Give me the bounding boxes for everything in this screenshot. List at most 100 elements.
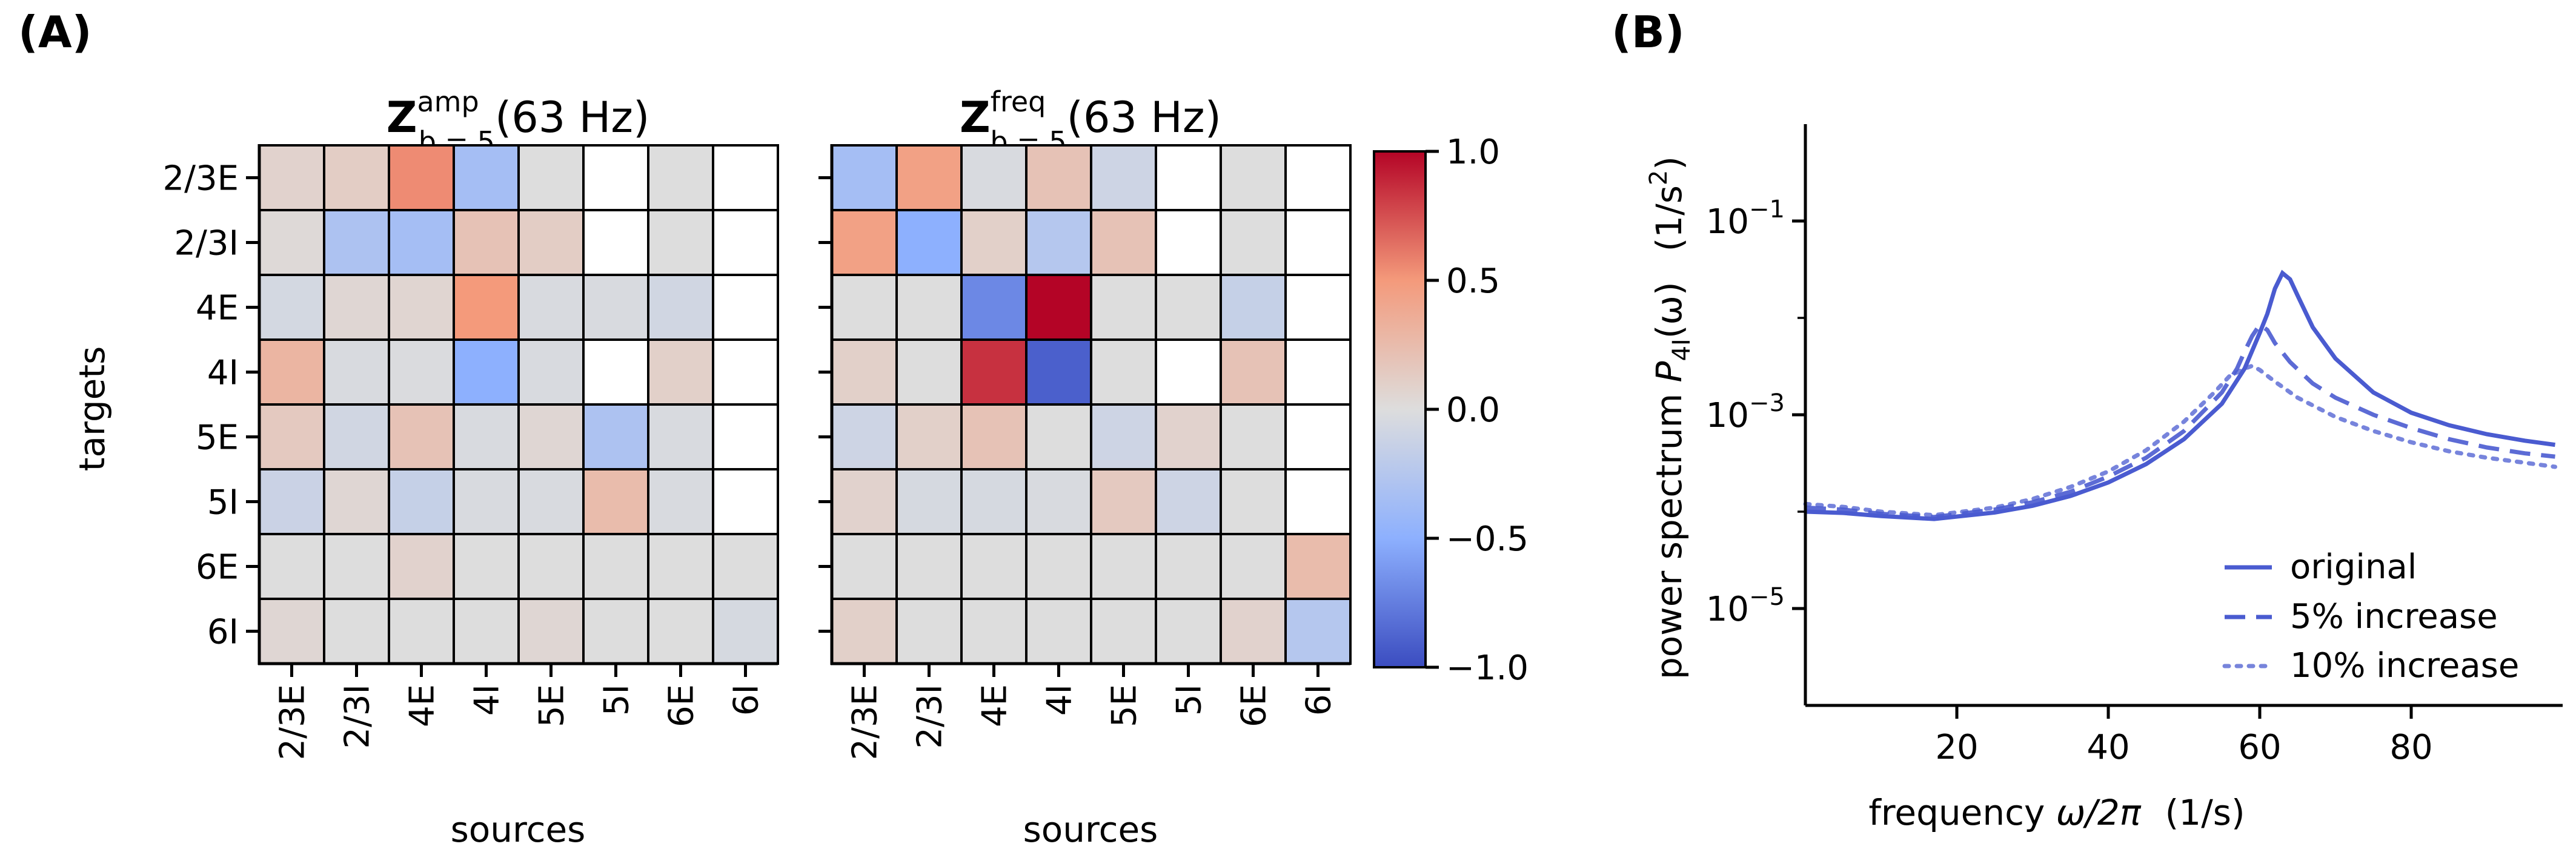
heatmap-cell [1220, 468, 1287, 535]
heatmap-cell [453, 468, 520, 535]
heatmap-cell [388, 403, 455, 470]
x-tick-label: 2/3I [338, 684, 377, 749]
heatmap-cell [895, 338, 963, 406]
y-tick-label: 2/3E [162, 159, 239, 199]
heatmap-cell [582, 598, 649, 665]
heatmap-cell [453, 598, 520, 665]
power-spectrum-ylabel: power spectrum P4I(ω)(1/s2) [1645, 156, 1696, 679]
heatmap-cell [1090, 274, 1157, 341]
heatmap-cell [1155, 209, 1222, 276]
heatmap-cell [831, 144, 898, 211]
heatmap-cell [323, 209, 390, 276]
heatmap-cell [258, 209, 325, 276]
heatmap-cell [960, 144, 1027, 211]
heatmap-cell [960, 403, 1027, 470]
heatmap-cell [1090, 209, 1157, 276]
heatmap-cell [712, 598, 779, 665]
heatmap-cell [647, 533, 714, 600]
heatmap-cell [831, 338, 898, 406]
x-tick-label: 40 [2086, 728, 2130, 767]
heatmap-cell [960, 533, 1027, 600]
heatmap-cell [582, 468, 649, 535]
heatmap-cell [960, 468, 1027, 535]
power-spectrum-lines [1803, 269, 2557, 521]
heatmap-cell [1025, 533, 1092, 600]
heatmap-cell [1090, 144, 1157, 211]
heatmap-cell [712, 338, 779, 406]
heatmap-cell [323, 144, 390, 211]
heatmap-cell [1155, 533, 1222, 600]
x-tick-label: 2/3E [273, 684, 313, 761]
heatmap-cell [1220, 533, 1287, 600]
y-tick-label: 5E [196, 418, 239, 458]
y-tick-label: 5I [207, 483, 239, 523]
heatmap-amp-ylabel: targets [71, 346, 113, 472]
colorbar-gradient [1373, 150, 1427, 668]
heatmap-amp-xlabel: sources [451, 809, 586, 850]
heatmap-freq-cells [830, 144, 1352, 665]
x-tick-label: 5E [1105, 684, 1144, 727]
colorbar-tick-label: 0.5 [1446, 262, 1500, 301]
heatmap-cell [895, 403, 963, 470]
heatmap-cell [517, 144, 585, 211]
heatmap-cell [453, 274, 520, 341]
colorbar-tick-label: 1.0 [1446, 133, 1500, 172]
heatmap-freq-x-ticks: 2/3E 2/3I 4E 4I 5E 5I 6E 6I [846, 664, 1339, 761]
heatmap-cell [831, 533, 898, 600]
heatmap-cell [1090, 338, 1157, 406]
heatmap-cell [517, 533, 585, 600]
y-tick-label: 6I [207, 613, 239, 652]
heatmap-cell [1284, 274, 1352, 341]
heatmap-cell [517, 338, 585, 406]
heatmap-cell [582, 533, 649, 600]
legend-entry-label: 10% increase [2290, 646, 2519, 685]
series-line [1805, 269, 2555, 521]
y-tick-label: 10−5 [1706, 583, 1785, 629]
colorbar-ticks: 1.0 0.5 0.0 −0.5 −1.0 [1426, 133, 1529, 688]
x-tick-label: 20 [1935, 728, 1978, 767]
heatmap-amp-cells [257, 144, 779, 665]
heatmap-cell [712, 274, 779, 341]
heatmap-cell [831, 403, 898, 470]
heatmap-cell [1155, 144, 1222, 211]
heatmap-cell [517, 403, 585, 470]
heatmap-cell [647, 144, 714, 211]
heatmap-cell [712, 403, 779, 470]
heatmap-cell [647, 274, 714, 341]
heatmap-cell [517, 209, 585, 276]
heatmap-cell [388, 468, 455, 535]
heatmap-cell [517, 274, 585, 341]
colorbar-tick-label: 0.0 [1446, 391, 1500, 430]
heatmap-cell [1155, 598, 1222, 665]
power-spectrum-xlabel: frequency ω/2π (1/s) [1868, 792, 2245, 833]
heatmap-cell [453, 209, 520, 276]
heatmap-cell [1155, 403, 1222, 470]
legend-entry-label: 5% increase [2290, 597, 2498, 636]
heatmap-cell [1025, 144, 1092, 211]
heatmap-cell [1025, 468, 1092, 535]
heatmap-cell [258, 338, 325, 406]
heatmap-cell [895, 144, 963, 211]
y-tick-label: 6E [196, 548, 239, 587]
heatmap-cell [647, 598, 714, 665]
y-tick-label: 10−3 [1706, 389, 1785, 435]
heatmap-cell [388, 274, 455, 341]
heatmap-cell [258, 403, 325, 470]
heatmap-cell [895, 598, 963, 665]
heatmap-cell [388, 533, 455, 600]
power-spectrum-y-ticks: 10−1 10−3 10−5 [1706, 196, 1805, 629]
heatmap-cell [647, 403, 714, 470]
x-tick-label: 6I [727, 684, 766, 716]
heatmap-cell [831, 598, 898, 665]
heatmap-cell [1284, 533, 1352, 600]
heatmap-cell [647, 468, 714, 535]
heatmap-cell [582, 338, 649, 406]
colorbar-tick-label: −0.5 [1446, 520, 1529, 559]
heatmap-cell [1284, 144, 1352, 211]
heatmap-cell [895, 468, 963, 535]
heatmap-cell [712, 209, 779, 276]
heatmap-cell [258, 468, 325, 535]
colorbar-tick-label: −1.0 [1446, 648, 1529, 688]
heatmap-cell [388, 144, 455, 211]
heatmap-cell [1284, 468, 1352, 535]
